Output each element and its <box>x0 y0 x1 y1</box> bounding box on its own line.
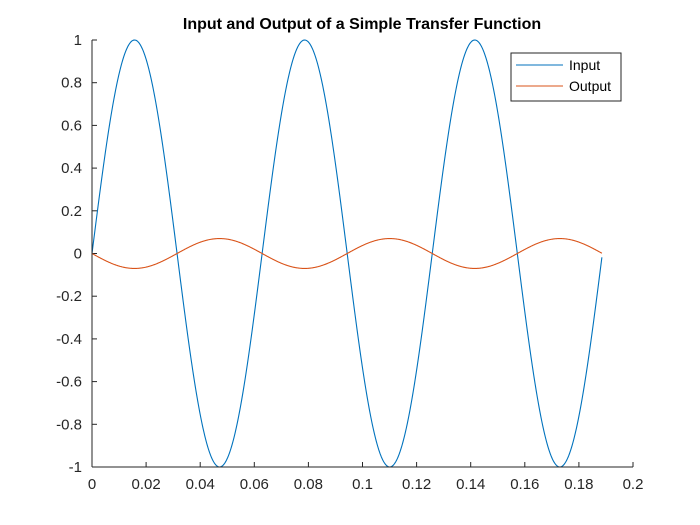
x-tick-label: 0.18 <box>564 476 593 493</box>
plot-area: 0 0.02 0.04 0.06 0.08 0.1 0.12 0.14 0.16 0.18 0.2 … <box>56 32 643 493</box>
legend-label: Output <box>569 78 611 94</box>
y-tick-label: 0.6 <box>61 117 82 134</box>
x-tick-label: 0 <box>88 476 96 493</box>
x-tick-label: 0.08 <box>294 476 323 493</box>
chart-title: Input and Output of a Simple Transfer Fu… <box>183 16 541 33</box>
x-tick-label: 0.02 <box>131 476 160 493</box>
y-tick-label: 0 <box>74 246 82 263</box>
y-tick-label: -1 <box>69 459 82 476</box>
y-tick-label: 0.8 <box>61 75 82 92</box>
series-lines <box>91 39 603 468</box>
legend-box <box>510 52 622 102</box>
x-axis-ticks: 0 0.02 0.04 0.06 0.08 0.1 0.12 0.14 0.16 0.18 0.2 <box>88 462 644 493</box>
y-tick-label: 1 <box>74 32 82 49</box>
legend: Input Output <box>510 52 622 102</box>
y-tick-label: -0.2 <box>56 288 82 305</box>
axes-background <box>92 40 633 467</box>
x-tick-label: 0.2 <box>623 476 644 493</box>
x-tick-label: 0.16 <box>510 476 539 493</box>
y-tick-label: -0.6 <box>56 374 82 391</box>
x-tick-label: 0.06 <box>240 476 269 493</box>
x-tick-label: 0.1 <box>352 476 373 493</box>
y-axis-ticks: -1 -0.8 -0.6 -0.4 -0.2 0 0.2 0.4 0.6 0.8 1 <box>56 32 97 476</box>
x-tick-label: 0.14 <box>456 476 485 493</box>
y-tick-label: 0.4 <box>61 160 82 177</box>
x-tick-label: 0.12 <box>402 476 431 493</box>
series-line-output <box>91 238 603 269</box>
y-tick-label: 0.2 <box>61 203 82 220</box>
y-tick-label: -0.8 <box>56 416 82 433</box>
series-line-input <box>91 39 603 468</box>
y-tick-label: -0.4 <box>56 331 82 348</box>
legend-label: Input <box>569 57 600 73</box>
x-tick-label: 0.04 <box>186 476 215 493</box>
